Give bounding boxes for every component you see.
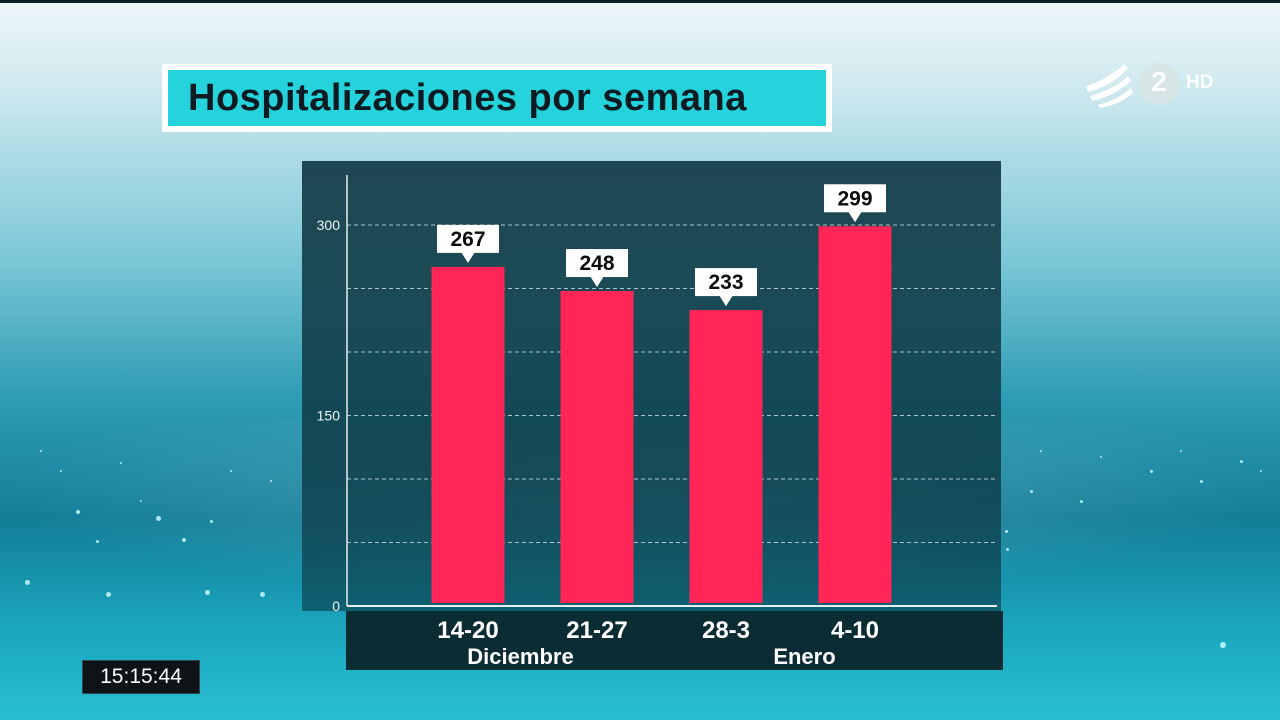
particle-dot xyxy=(1180,450,1182,452)
particle-dot xyxy=(40,450,42,452)
particle-dot xyxy=(1030,490,1033,493)
bar xyxy=(431,266,505,603)
particle-dot xyxy=(1200,480,1203,483)
data-label: 233 xyxy=(708,271,743,294)
particle-dot xyxy=(1220,642,1226,648)
chart-title: Hospitalizaciones por semana xyxy=(168,70,826,126)
particle-dot xyxy=(210,520,213,523)
particle-dot xyxy=(1080,500,1083,503)
data-label-box xyxy=(566,249,628,278)
particle-dot xyxy=(140,500,142,502)
data-label: 248 xyxy=(579,252,614,275)
particle-dot xyxy=(230,470,232,472)
particle-dot xyxy=(1260,470,1262,472)
x-axis-label-panel xyxy=(346,611,1003,670)
x-tick-label: 28-3 xyxy=(702,617,750,644)
data-label: 299 xyxy=(837,187,872,210)
particle-dot xyxy=(205,590,210,595)
particle-dot xyxy=(156,516,161,521)
bar xyxy=(560,291,634,603)
y-tick-label: 150 xyxy=(317,408,341,424)
data-label-box xyxy=(824,184,886,213)
particle-dot xyxy=(60,470,62,472)
particle-dot xyxy=(106,592,111,597)
channel-circle xyxy=(1138,63,1180,105)
particle-dot xyxy=(96,540,99,543)
eitb-swoosh-icon xyxy=(1086,64,1133,108)
data-label-box xyxy=(437,224,499,253)
data-label-box xyxy=(695,268,757,297)
particle-dot xyxy=(120,462,122,464)
particle-dot xyxy=(76,510,80,514)
data-label-pointer xyxy=(848,211,862,223)
x-tick-label: 21-27 xyxy=(566,617,627,644)
title-box: Hospitalizaciones por semana xyxy=(162,64,832,132)
top-border xyxy=(0,0,1280,3)
x-tick-label: 4-10 xyxy=(831,617,879,644)
particle-dot xyxy=(1100,456,1102,458)
hd-badge: HD xyxy=(1186,72,1214,93)
data-label-pointer xyxy=(461,251,475,263)
particle-dot xyxy=(1040,450,1042,452)
month-label: Enero xyxy=(773,644,835,669)
bar xyxy=(689,310,763,603)
channel-number: 2 xyxy=(1151,66,1167,97)
data-label-pointer xyxy=(590,276,604,288)
data-label: 267 xyxy=(450,228,485,251)
channel-logo xyxy=(1086,63,1180,108)
particle-dot xyxy=(260,592,265,597)
month-label: Diciembre xyxy=(467,644,573,669)
particle-dot xyxy=(25,580,30,585)
data-label-pointer xyxy=(719,295,733,307)
bar xyxy=(818,226,892,603)
particle-dot xyxy=(270,480,272,482)
particle-dot xyxy=(1240,460,1243,463)
y-tick-label: 0 xyxy=(332,598,340,614)
y-tick-label: 300 xyxy=(317,217,341,233)
particle-dot xyxy=(1006,548,1009,551)
clock: 15:15:44 xyxy=(82,660,200,694)
particle-dot xyxy=(1150,470,1153,473)
x-tick-label: 14-20 xyxy=(437,617,498,644)
particle-dot xyxy=(182,538,186,542)
particle-dot xyxy=(1005,530,1008,533)
